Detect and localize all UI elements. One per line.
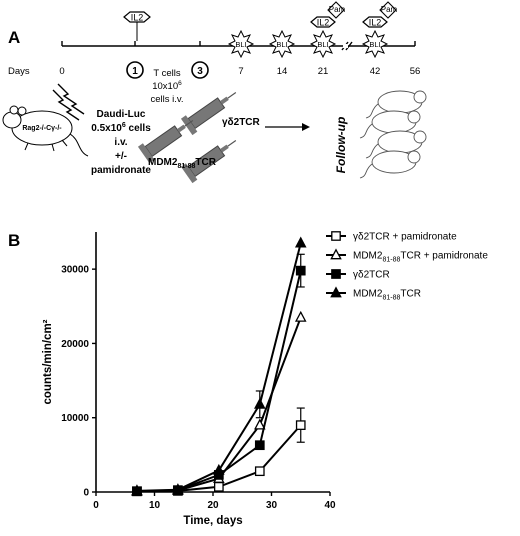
svg-text:Daudi-Luc: Daudi-Luc <box>97 109 146 120</box>
y-tick-label: 10000 <box>61 413 89 424</box>
legend-label: MDM281-88TCR <box>353 289 421 302</box>
bli-marker-day21: BLI <box>309 29 337 59</box>
syringe-icon-gd-2 <box>137 120 194 164</box>
follow-up-label: Follow-up <box>334 117 348 174</box>
day-3-circle <box>191 61 209 79</box>
panel-a-label: A <box>8 28 20 47</box>
days-label: Days <box>8 66 30 77</box>
arrow-right-icon <box>265 123 310 131</box>
legend-label: MDM281-88TCR + pamidronate <box>353 251 488 264</box>
mouse-label: Rag2-/-Cγ-/- <box>22 125 62 132</box>
il2-label: IL2 <box>131 13 144 23</box>
svg-text:10x106: 10x106 <box>152 80 182 92</box>
svg-text:T cells: T cells <box>153 68 181 79</box>
bli-label: BLI <box>235 40 246 49</box>
data-point <box>295 265 306 276</box>
svg-text:cells i.v.: cells i.v. <box>150 94 183 105</box>
data-point <box>295 420 306 430</box>
y-tick-label: 0 <box>83 488 89 499</box>
pam-label: Pam <box>329 5 346 14</box>
day-1-circle <box>126 61 144 79</box>
pam-label: Pam <box>381 5 398 14</box>
bli-label: BLI <box>369 40 380 49</box>
il2-label: IL2 <box>317 18 330 28</box>
legend-swatch-marker <box>330 248 342 260</box>
data-point <box>213 481 224 492</box>
legend-swatch-marker <box>331 269 341 279</box>
timeline-break-mark <box>341 41 353 51</box>
legend-item-3: MDM281-88TCR <box>326 286 421 302</box>
day-tick-0: 0 <box>59 66 64 77</box>
legend-swatch-marker <box>330 286 342 298</box>
lightning-icon <box>52 83 85 121</box>
day-tick-21: 21 <box>318 66 329 77</box>
bli-marker-day7: BLI <box>227 29 255 59</box>
y-tick-label: 30000 <box>61 265 89 276</box>
syringe-icon-gd <box>180 92 237 136</box>
series-3 <box>131 236 307 496</box>
data-point <box>213 463 225 475</box>
legend-label: γδ2TCR + pamidronate <box>353 232 457 243</box>
data-point <box>254 418 266 430</box>
bli-marker-day42: BLI <box>361 29 389 59</box>
svg-text:0.5x106 cells: 0.5x106 cells <box>91 122 151 134</box>
il2-label: IL2 <box>369 18 382 28</box>
bli-marker-day14: BLI <box>268 29 296 59</box>
mouse-icon-rag2 <box>2 105 89 157</box>
tcells-text: T cells 10x106 cells i.v. <box>150 68 183 105</box>
data-point <box>254 397 266 409</box>
x-tick-label: 10 <box>149 500 161 511</box>
il2-box-day1: IL2 <box>123 11 151 41</box>
syringe-icon-mdm <box>180 140 237 184</box>
day-tick-56: 56 <box>410 66 421 77</box>
x-tick-label: 0 <box>93 500 99 511</box>
panel-b-label: B <box>8 231 20 250</box>
legend-item-2: γδ2TCR <box>326 269 390 281</box>
legend-label: γδ2TCR <box>353 270 390 281</box>
y-axis-label: counts/min/cm² <box>42 319 54 404</box>
daudi-text: Daudi-Luc 0.5x106 cells i.v. +/- pamidro… <box>91 109 151 176</box>
syringe-gd-label: γδ2TCR <box>222 117 261 128</box>
day-tick-42: 42 <box>370 66 381 77</box>
data-point <box>254 466 265 477</box>
day-tick-14: 14 <box>277 66 288 77</box>
legend-item-1: MDM281-88TCR + pamidronate <box>326 248 488 264</box>
legend-swatch-marker <box>331 231 341 241</box>
data-point <box>294 310 307 322</box>
x-tick-label: 20 <box>207 500 219 511</box>
mice-group-icon <box>359 90 427 179</box>
x-tick-label: 30 <box>266 500 278 511</box>
syringe-mdm-label: MDM281-88TCR <box>148 157 217 170</box>
data-point <box>254 440 265 451</box>
il2-pam-box-day42: IL2 Pam <box>362 1 398 28</box>
svg-text:i.v.: i.v. <box>114 137 127 148</box>
x-axis-label: Time, days <box>183 515 242 527</box>
day-tick-1: 1 <box>132 66 138 77</box>
y-tick-label: 20000 <box>61 339 89 350</box>
bli-label: BLI <box>317 40 328 49</box>
il2-pam-box-day21: IL2 Pam <box>310 1 346 28</box>
growth-chart: 0 10 20 30 40 0 10000 20000 30000 Time, days count… <box>42 231 488 527</box>
svg-text:pamidronate: pamidronate <box>91 165 151 176</box>
data-point <box>172 483 184 495</box>
legend-item-0: γδ2TCR + pamidronate <box>326 231 457 243</box>
day-tick-3: 3 <box>197 66 203 77</box>
day-tick-7: 7 <box>238 66 243 77</box>
x-tick-label: 40 <box>324 500 336 511</box>
data-point <box>294 236 307 248</box>
data-point <box>131 484 143 496</box>
bli-label: BLI <box>276 40 287 49</box>
svg-text:+/-: +/- <box>115 151 127 162</box>
